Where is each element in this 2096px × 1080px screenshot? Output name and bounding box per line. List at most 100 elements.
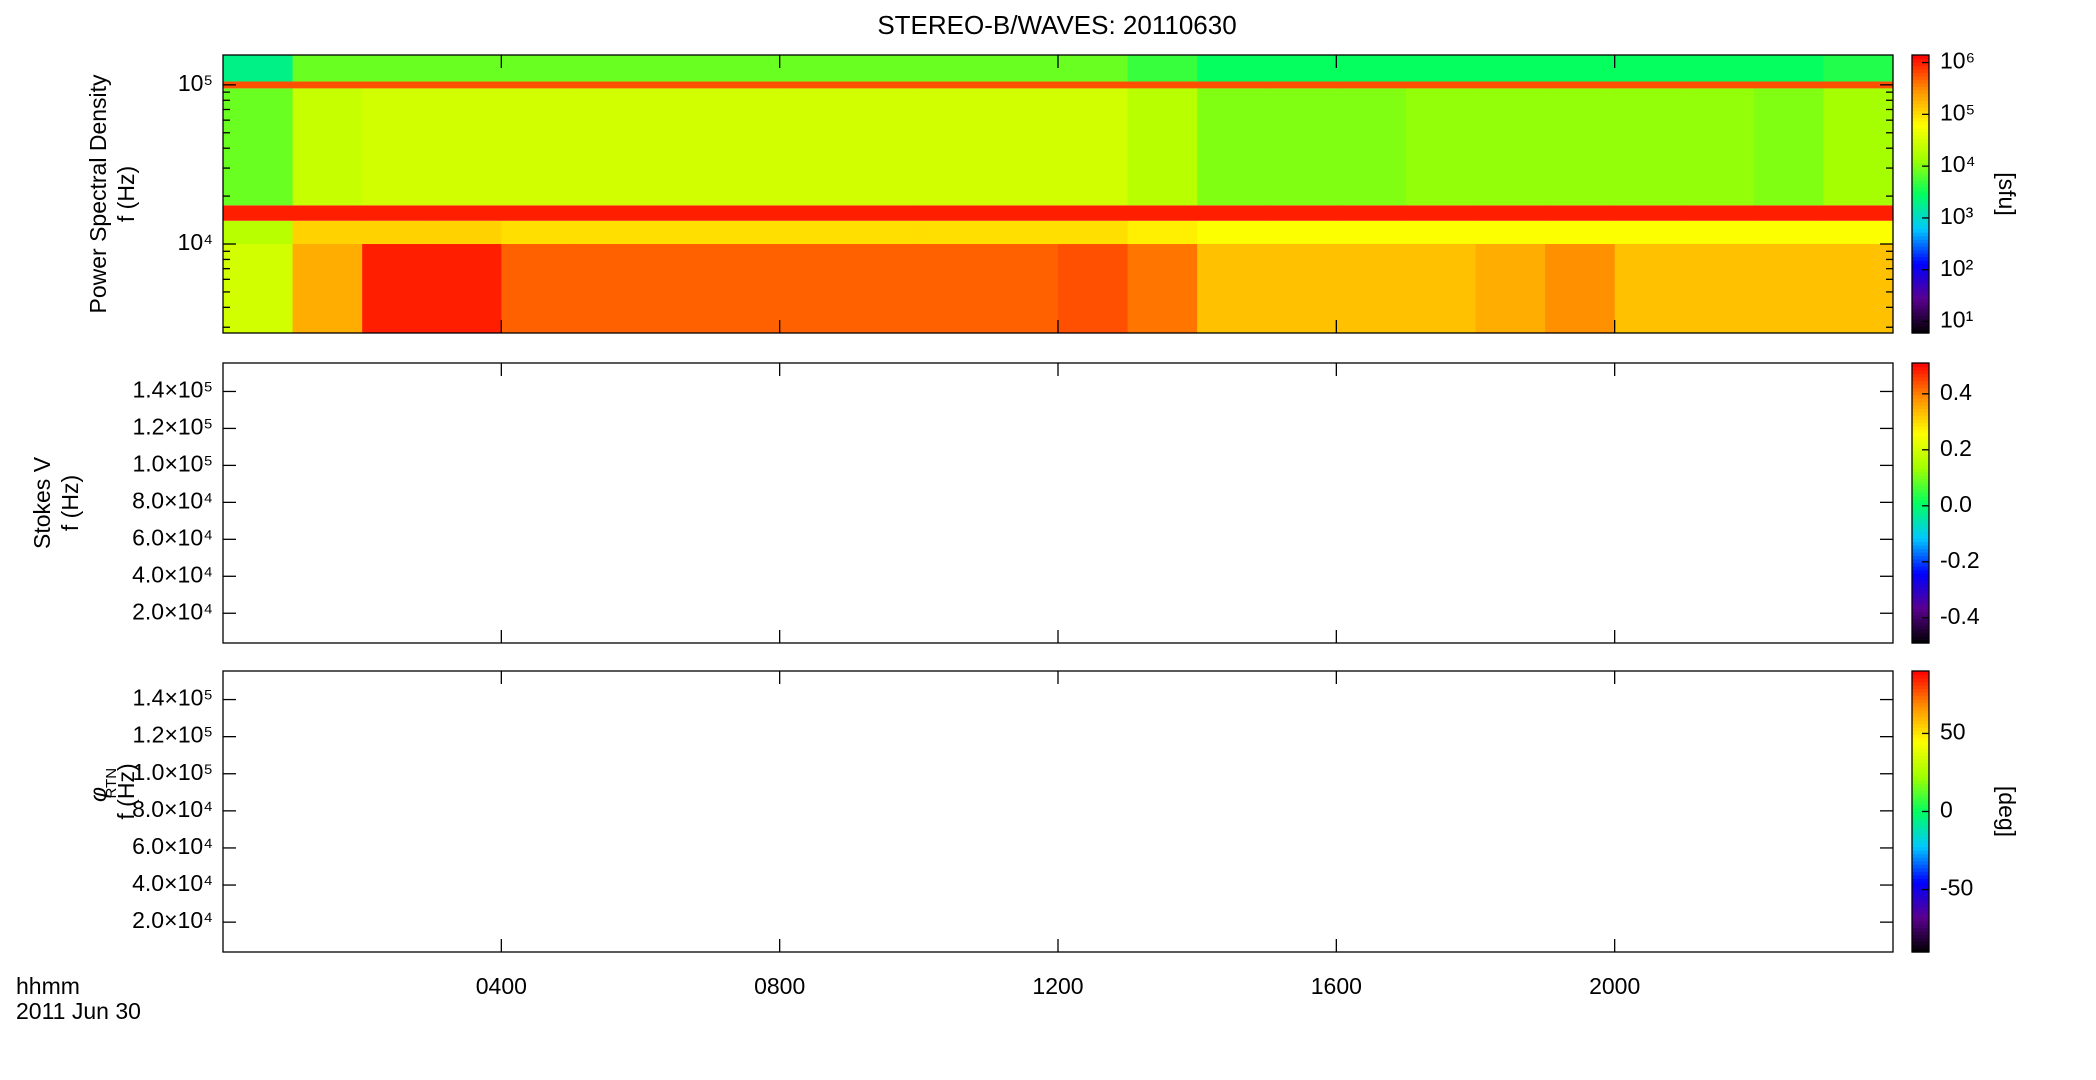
heat-cell [1127, 205, 1198, 221]
colorbar-strip [1912, 573, 1929, 578]
heat-cell [779, 81, 850, 89]
heat-cell [431, 55, 502, 82]
colorbar-strip [1912, 75, 1929, 80]
colorbar-strip [1912, 471, 1929, 476]
colorbar-strip [1912, 622, 1929, 627]
colorbar-strip [1912, 822, 1929, 827]
colorbar-strip [1912, 520, 1929, 525]
colorbar-strip [1912, 454, 1929, 459]
colorbar-strip [1912, 783, 1929, 788]
heat-cell [1684, 220, 1755, 245]
heat-cell [1475, 244, 1546, 333]
colorbar-strip [1912, 517, 1929, 522]
x-date: 2011 Jun 30 [16, 998, 141, 1024]
heat-cell [362, 81, 433, 89]
heat-cell [1197, 220, 1268, 245]
heat-cell [1058, 220, 1129, 245]
colorbar-tick-label: -0.2 [1940, 547, 1980, 573]
x-tick-label: 1200 [1032, 973, 1083, 999]
colorbar-strip [1912, 930, 1929, 936]
colorbar-strip [1912, 482, 1929, 487]
colorbar-strip [1912, 727, 1929, 732]
heat-cell [1475, 55, 1546, 82]
colorbar-strip [1912, 55, 1929, 60]
colorbar-strip [1912, 709, 1929, 714]
colorbar-strip [1912, 527, 1929, 532]
x-tick-label: 0800 [754, 973, 805, 999]
heat-cell [292, 205, 363, 221]
heat-cell [1753, 81, 1824, 89]
colorbar-strip [1912, 758, 1929, 763]
y-tick-label: 8.0×10⁴ [132, 487, 213, 513]
heat-cell [1336, 244, 1407, 333]
colorbar-strip [1912, 741, 1929, 746]
y-tick-label: 4.0×10⁴ [132, 870, 213, 896]
colorbar-strip [1912, 594, 1929, 599]
colorbar-strip [1912, 913, 1929, 918]
heat-cell [1823, 220, 1894, 245]
colorbar-strip [1912, 260, 1929, 265]
colorbar-strip [1912, 79, 1929, 84]
colorbar-strip [1912, 366, 1929, 371]
colorbar-strip [1912, 194, 1929, 199]
colorbar-strip [1912, 720, 1929, 725]
colorbar-strip [1912, 878, 1929, 883]
heat-cell [779, 55, 850, 82]
y-tick-label: 10⁵ [178, 70, 213, 96]
colorbar-strip [1912, 68, 1929, 73]
colorbar-strip [1912, 180, 1929, 185]
y-tick-label: 1.4×10⁵ [132, 685, 213, 711]
colorbar-strip [1912, 82, 1929, 87]
colorbar-tick-label: 0.0 [1940, 491, 1972, 517]
colorbar-strip [1912, 790, 1929, 795]
heat-cell [1127, 244, 1198, 333]
heat-cell [849, 88, 920, 206]
colorbar-strip [1912, 860, 1929, 865]
colorbar-strip [1912, 885, 1929, 890]
colorbar-strip [1912, 436, 1929, 441]
colorbar-strip [1912, 829, 1929, 834]
heat-cell [849, 220, 920, 245]
heat-cell [1336, 55, 1407, 82]
y-tick-label: 8.0×10⁴ [132, 796, 213, 822]
heat-cell [710, 220, 781, 245]
heat-cell [501, 55, 572, 82]
colorbar-strip [1912, 765, 1929, 770]
colorbar-strip [1912, 249, 1929, 254]
heat-cell [1753, 220, 1824, 245]
colorbar-strip [1912, 235, 1929, 240]
colorbar-strip [1912, 892, 1929, 897]
colorbar-strip [1912, 464, 1929, 469]
heat-cell [779, 88, 850, 206]
heat-cell [988, 244, 1059, 333]
colorbar-strip [1912, 902, 1929, 907]
colorbar-strip [1912, 888, 1929, 893]
heat-cell [501, 220, 572, 245]
colorbar-strip [1912, 857, 1929, 862]
colorbar-strip [1912, 601, 1929, 606]
colorbar-tick-label: 10⁶ [1940, 48, 1975, 74]
heat-cell [362, 220, 433, 245]
colorbar-strip [1912, 197, 1929, 202]
colorbar-strip [1912, 555, 1929, 560]
colorbar-strip [1912, 786, 1929, 792]
colorbar-tick-label: 10⁵ [1940, 99, 1975, 125]
colorbar-strip [1912, 538, 1929, 543]
heat-cell [988, 220, 1059, 245]
colorbar-tick-label: 10¹ [1940, 307, 1974, 333]
colorbar-strip [1912, 779, 1929, 784]
colorbar-strip [1912, 580, 1929, 585]
colorbar-strip [1912, 618, 1929, 623]
colorbar-strip [1912, 207, 1929, 212]
colorbar-strip [1912, 96, 1929, 101]
colorbar-strip [1912, 429, 1929, 434]
colorbar-strip [1912, 447, 1929, 452]
heat-cell [223, 88, 294, 206]
colorbar-strip [1912, 853, 1929, 858]
heat-cell [1405, 55, 1476, 82]
colorbar-strip [1912, 569, 1929, 574]
colorbar-strip [1912, 408, 1929, 413]
colorbar-strip [1912, 127, 1929, 133]
heat-cell [292, 88, 363, 206]
heat-cell [1058, 88, 1129, 206]
